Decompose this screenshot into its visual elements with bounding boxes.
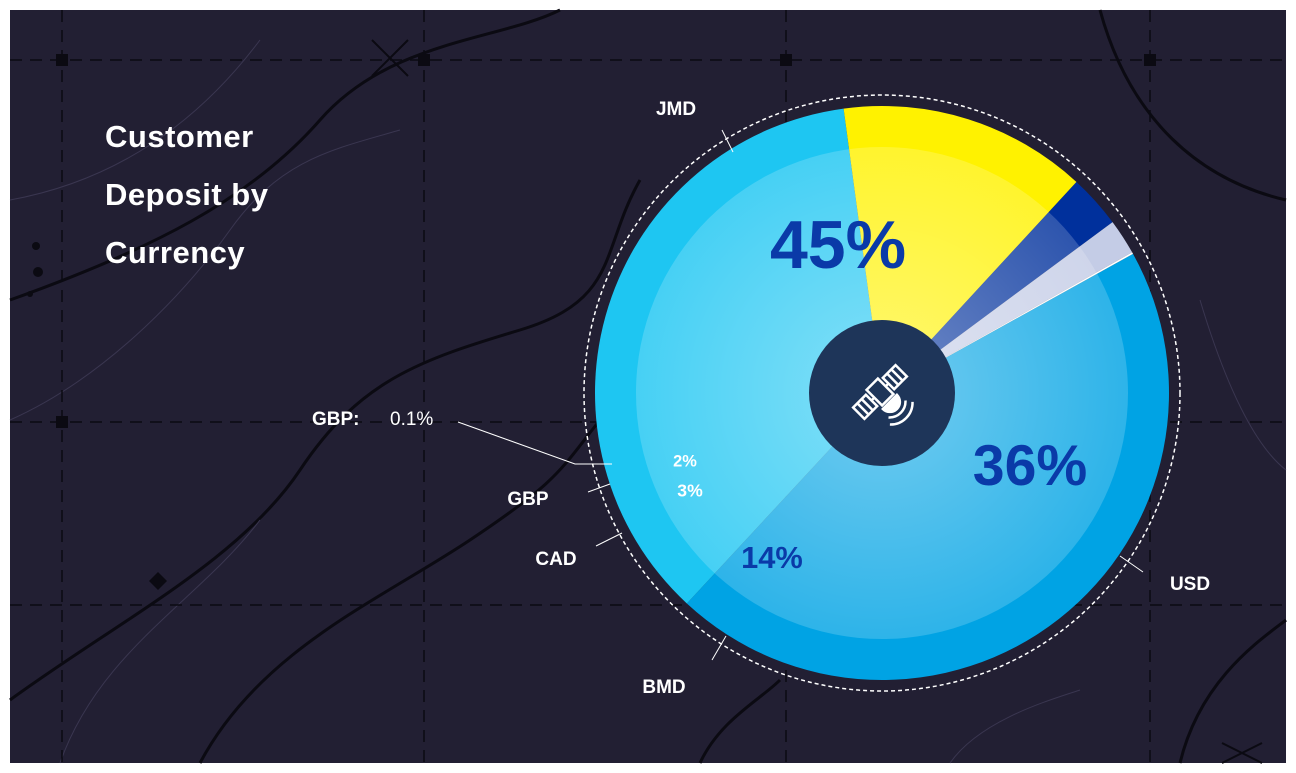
category-label: USD: [1170, 574, 1210, 595]
category-label: GBP:: [312, 409, 360, 430]
chart-title: Customer Deposit by Currency: [105, 119, 269, 270]
value-label: 0.1%: [390, 409, 433, 430]
category-label: BMD: [642, 677, 685, 698]
center-badge: [809, 320, 955, 466]
dashed-ring: [583, 94, 1181, 692]
contours-thin: [9, 39, 1287, 764]
value-label: 3%: [677, 481, 703, 501]
contours: [9, 8, 1287, 764]
leader-line: [595, 532, 623, 547]
value-label: 36%: [973, 434, 1087, 498]
leader-line: [711, 635, 727, 661]
satellite-icon: [851, 363, 914, 426]
category-label: JMD: [656, 99, 696, 120]
leader-line: [457, 421, 612, 465]
leader-line: [721, 129, 734, 153]
markers: [27, 54, 1156, 590]
labels: JMD 45% USD 36% BMD 14% CAD 3% GBP 2% GBP: 0.1%: [312, 99, 1210, 698]
value-label: 14%: [741, 540, 803, 575]
cross-marks: [371, 39, 1263, 764]
category-label: CAD: [535, 549, 576, 570]
leader-line: [587, 483, 611, 493]
value-label: 2%: [673, 452, 697, 470]
value-label: 45%: [770, 207, 906, 283]
leader-line: [1119, 555, 1144, 573]
category-label: GBP: [507, 489, 549, 510]
